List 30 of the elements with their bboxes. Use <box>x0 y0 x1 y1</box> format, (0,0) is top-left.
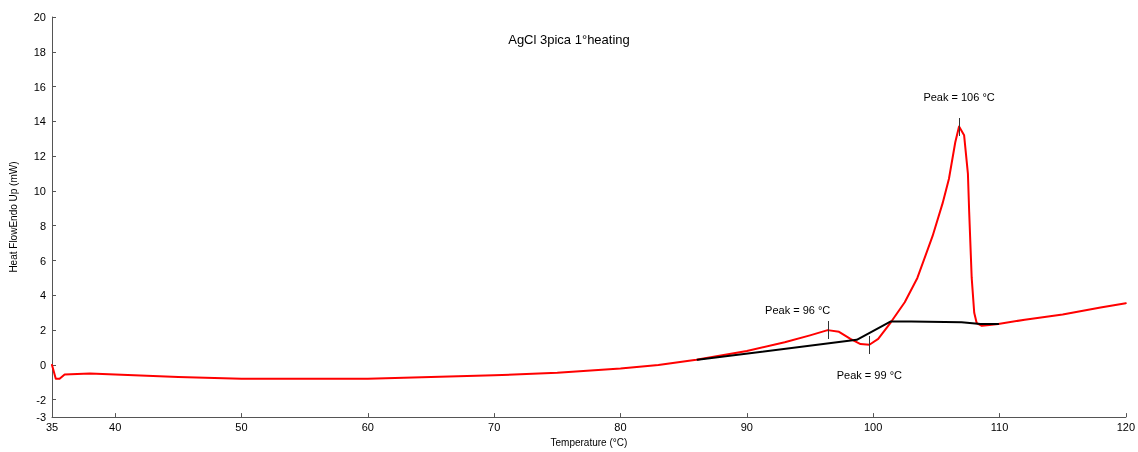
y-tick-label: 14 <box>33 115 46 128</box>
annotation: Peak = 96 °C <box>765 304 831 317</box>
x-tick-label: 60 <box>361 420 374 433</box>
x-tick-label: 80 <box>614 420 627 433</box>
x-axis-title: Temperature (°C) <box>550 436 628 448</box>
x-tick-label: 100 <box>863 420 883 433</box>
y-tick-label: 20 <box>33 11 46 23</box>
x-tick-label: 40 <box>109 420 122 433</box>
y-tick-label: 10 <box>33 184 46 197</box>
y-tick-label: 16 <box>33 80 46 93</box>
text: AgCl 3pica 1°heating <box>508 32 630 47</box>
x-tick-label: 120 <box>1116 420 1135 433</box>
y-tick-label: 2 <box>39 324 46 337</box>
y-tick-label: 18 <box>33 45 46 58</box>
annotation: Peak = 99 °C <box>836 368 903 381</box>
annotation: Peak = 106 °C <box>923 90 995 103</box>
line-series <box>696 320 1000 361</box>
x-tick-label: 110 <box>990 420 1009 433</box>
x-tick-label: 70 <box>488 420 501 433</box>
x-tick-label: 35 <box>45 420 59 433</box>
y-tick-label: 8 <box>39 219 46 232</box>
y-axis-title: Heat FlowEndo Up (mW) <box>7 161 19 273</box>
y-tick-label: -3 <box>36 411 46 424</box>
y-tick-label: 4 <box>39 289 46 302</box>
x-tick-label: 90 <box>740 420 753 433</box>
y-tick-label: -2 <box>36 393 46 406</box>
x-tick-label: 50 <box>235 420 248 433</box>
y-tick-label: 12 <box>33 150 46 163</box>
y-tick-label: 6 <box>39 254 46 267</box>
y-tick-label: 0 <box>39 358 46 371</box>
